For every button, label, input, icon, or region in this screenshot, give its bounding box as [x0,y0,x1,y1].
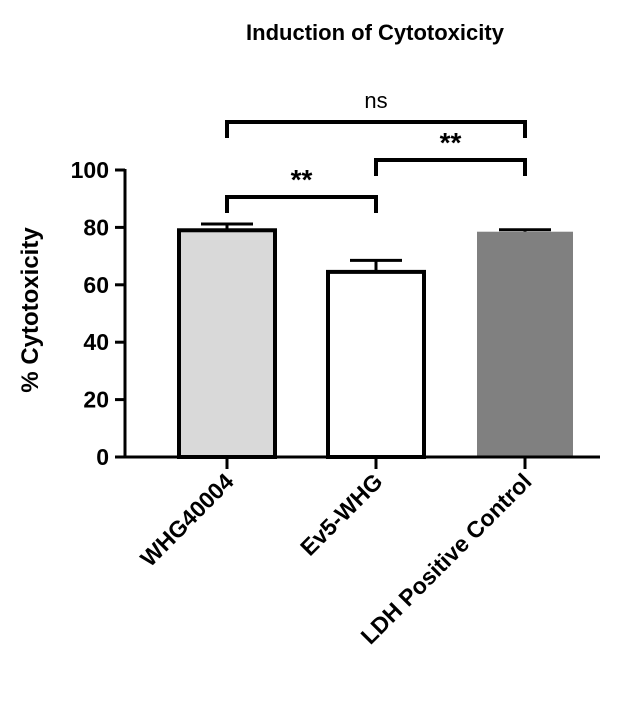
bars-group [177,228,573,460]
y-tick-label: 20 [83,387,109,413]
y-tick-label: 40 [83,329,109,355]
x-tick-label: Ev5-WHG [295,468,387,560]
x-tick-label: WHG40004 [135,468,239,572]
y-tick-label: 0 [96,444,109,470]
y-axis-label: % Cytotoxicity [17,227,44,393]
significance-label: ns [364,88,387,113]
bar-1 [177,228,277,459]
chart-title: Induction of Cytotoxicity [246,20,505,45]
significance-label: ** [291,164,313,195]
significance-label: ** [440,127,462,158]
x-tick-label: LDH Positive Control [356,468,537,649]
significance-bracket [225,195,378,213]
y-tick-label: 80 [83,214,109,240]
bar-2 [326,269,426,460]
bar-3 [477,231,573,457]
y-ticks-group: 0 20 40 60 80 100 [71,157,125,470]
y-tick-label: 100 [71,157,109,183]
y-tick-label: 60 [83,272,109,298]
error-bars-group [201,222,551,272]
significance-brackets: ** ** ns [225,88,527,213]
axes-group [123,169,600,459]
significance-bracket [225,120,527,138]
significance-bracket [374,158,527,176]
